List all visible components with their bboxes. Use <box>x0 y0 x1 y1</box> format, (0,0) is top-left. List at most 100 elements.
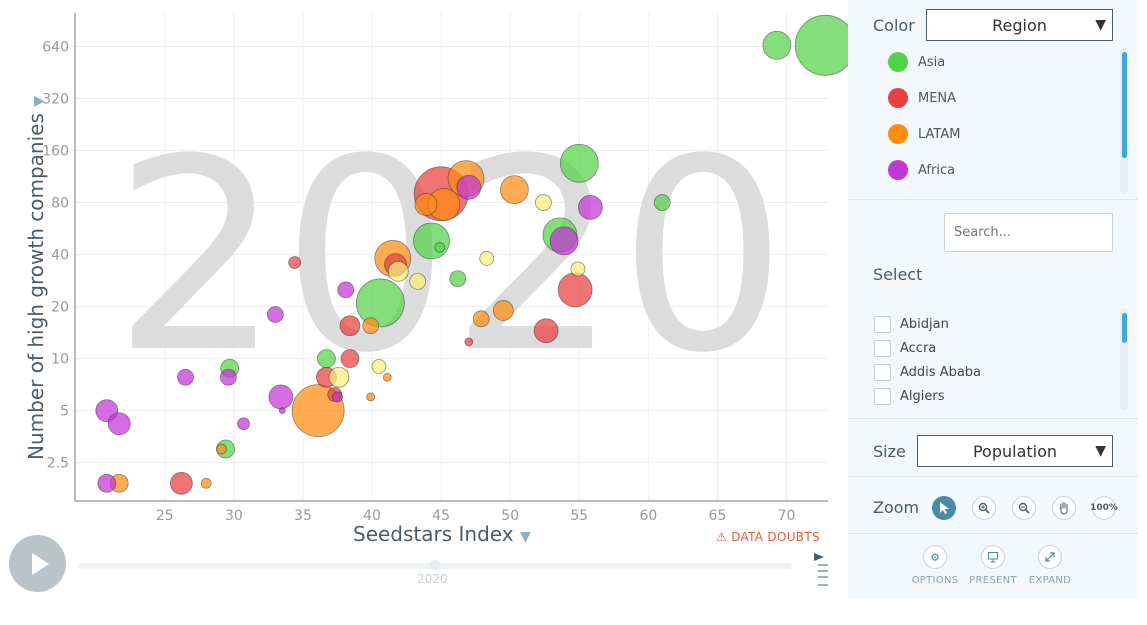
speed-control-icon[interactable] <box>812 553 828 587</box>
bubble[interactable] <box>337 281 355 299</box>
bubble[interactable] <box>288 256 302 269</box>
bubble[interactable] <box>219 368 237 386</box>
bubble[interactable] <box>559 143 599 183</box>
y-tick-label: 80 <box>51 196 69 212</box>
bubble[interactable] <box>533 318 559 344</box>
expand-button[interactable]: EXPAND <box>1026 545 1074 586</box>
bubble[interactable] <box>332 391 343 403</box>
size-dropdown-value: Population <box>972 441 1058 461</box>
x-tick-label: 35 <box>294 508 312 524</box>
zoom-out-icon <box>1018 502 1030 514</box>
size-dropdown[interactable]: Population ▼ <box>917 435 1113 467</box>
bubble[interactable] <box>434 242 446 253</box>
bubble[interactable] <box>340 349 360 369</box>
pan-button[interactable] <box>1052 496 1076 520</box>
pointer-tool-button[interactable] <box>932 496 956 520</box>
select-item-addis-ababa[interactable]: Addis Ababa <box>874 362 981 382</box>
bubble[interactable] <box>413 222 450 260</box>
search-input[interactable] <box>944 213 1113 252</box>
checkbox[interactable] <box>874 315 891 333</box>
select-item-accra[interactable]: Accra <box>874 338 936 358</box>
present-button[interactable]: PRESENT <box>969 545 1017 586</box>
bubble[interactable] <box>97 473 117 493</box>
latam-color-dot <box>888 124 908 144</box>
y-tick-label: 2.5 <box>47 456 69 472</box>
zoom-label: Zoom <box>873 498 920 517</box>
bubble[interactable] <box>169 471 193 495</box>
select-scroll-thumb[interactable] <box>1122 313 1127 343</box>
bubble[interactable] <box>339 315 361 337</box>
bubble[interactable] <box>492 300 514 321</box>
pointer-icon <box>940 502 949 514</box>
play-button[interactable] <box>9 535 66 592</box>
zoom-out-button[interactable] <box>1012 496 1036 520</box>
data-doubts-link[interactable]: ⚠ DATA DOUBTS <box>716 530 820 544</box>
legend-label: MENA <box>918 90 957 106</box>
bubble[interactable] <box>549 226 579 256</box>
bubble[interactable] <box>216 443 227 455</box>
bubble[interactable] <box>382 372 392 382</box>
zoom-in-button[interactable] <box>972 496 996 520</box>
bubble[interactable] <box>237 417 250 431</box>
zoom-in-icon <box>978 502 990 514</box>
options-panel: Color Region ▼ Asia MENA LATAM Africa Se… <box>848 0 1138 598</box>
y-axis-title-text: Number of high growth companies <box>24 113 48 460</box>
bubble[interactable] <box>456 174 482 200</box>
legend-item-latam[interactable]: LATAM <box>888 122 960 146</box>
legend-item-mena[interactable]: MENA <box>888 86 956 110</box>
zoom-100-button[interactable]: 100% <box>1090 496 1118 520</box>
bubble[interactable] <box>317 349 336 369</box>
bubble[interactable] <box>794 14 848 76</box>
select-item-label: Algiers <box>900 388 945 404</box>
bubble[interactable] <box>499 175 529 205</box>
bubble[interactable] <box>653 194 671 211</box>
legend-scroll-thumb[interactable] <box>1122 52 1127 158</box>
bubble[interactable] <box>534 194 552 211</box>
bubble[interactable] <box>577 195 603 220</box>
bubble[interactable] <box>355 278 405 328</box>
bubble[interactable] <box>266 306 284 323</box>
gear-icon: ⚙ <box>923 545 947 569</box>
bubble[interactable] <box>387 260 409 282</box>
x-axis-title[interactable]: Seedstars Index ▼ <box>353 522 531 546</box>
y-axis-title[interactable]: Number of high growth companies ▼ <box>24 96 48 460</box>
bubble[interactable] <box>278 407 286 415</box>
bubble[interactable] <box>328 366 350 388</box>
bubble[interactable] <box>177 368 194 386</box>
checkbox[interactable] <box>874 387 891 405</box>
bubble[interactable] <box>362 317 380 335</box>
bubble[interactable] <box>479 251 495 266</box>
timeline-handle[interactable] <box>430 560 440 570</box>
y-tick-label: 10 <box>51 352 69 368</box>
bubbles-layer <box>95 14 848 495</box>
bubble[interactable] <box>570 261 586 277</box>
select-item-abidjan[interactable]: Abidjan <box>874 314 949 334</box>
bubble[interactable] <box>464 337 474 347</box>
bubble[interactable] <box>472 310 490 328</box>
options-button[interactable]: ⚙ OPTIONS <box>911 545 959 586</box>
checkbox[interactable] <box>874 363 891 381</box>
x-tick-label: 40 <box>363 508 381 524</box>
bubble[interactable] <box>414 193 438 216</box>
bubble[interactable] <box>107 412 131 436</box>
legend-item-africa[interactable]: Africa <box>888 158 955 182</box>
x-tick-label: 55 <box>570 508 588 524</box>
select-item-algiers[interactable]: Algiers <box>874 386 944 406</box>
bubble[interactable] <box>409 272 427 290</box>
checkbox[interactable] <box>874 339 891 357</box>
bubble[interactable] <box>371 359 387 374</box>
color-dropdown[interactable]: Region ▼ <box>926 9 1113 41</box>
legend-scrollbar[interactable] <box>1120 48 1128 194</box>
x-axis-title-text: Seedstars Index <box>353 522 514 546</box>
presentation-icon <box>981 545 1005 569</box>
legend-label: LATAM <box>918 126 961 142</box>
bubble[interactable] <box>366 392 376 402</box>
bubble[interactable] <box>557 272 593 308</box>
bubble[interactable] <box>200 477 212 489</box>
legend-item-asia[interactable]: Asia <box>888 50 945 74</box>
bubble[interactable] <box>449 270 467 288</box>
bubble[interactable] <box>762 30 792 60</box>
select-scrollbar[interactable] <box>1120 308 1128 410</box>
bubble[interactable] <box>268 384 294 410</box>
color-dropdown-value: Region <box>992 15 1047 35</box>
